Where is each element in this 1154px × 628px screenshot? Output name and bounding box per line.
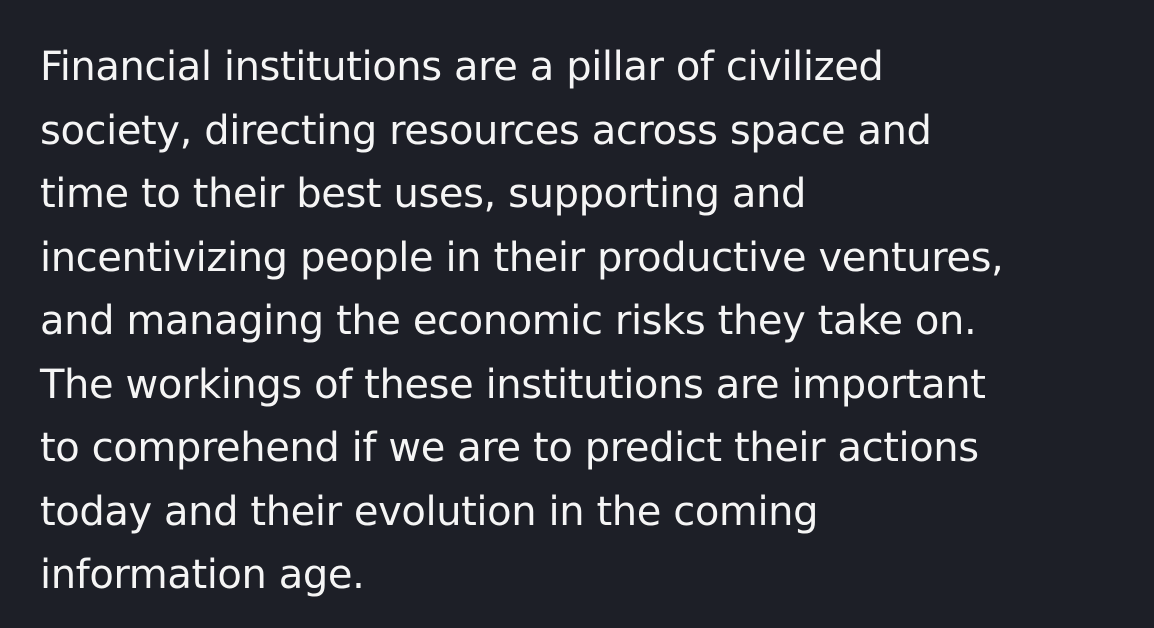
passage-line-5: and managing the economic risks they tak… bbox=[40, 298, 977, 344]
passage-line-8: today and their evolution in the coming bbox=[40, 488, 819, 535]
passage-line-1: Financial institutions are a pillar of c… bbox=[40, 44, 884, 90]
passage-line-2: society, directing resources across spac… bbox=[40, 107, 932, 154]
text-passage: Financial institutions are a pillar of c… bbox=[40, 36, 1140, 608]
passage-line-4: incentivizing people in their productive… bbox=[40, 234, 1004, 281]
passage-line-6: The workings of these institutions are i… bbox=[40, 361, 986, 408]
passage-line-9: information age. bbox=[40, 552, 365, 598]
passage-line-7: to comprehend if we are to predict their… bbox=[40, 425, 979, 471]
passage-line-3: time to their best uses, supporting and bbox=[40, 171, 806, 217]
